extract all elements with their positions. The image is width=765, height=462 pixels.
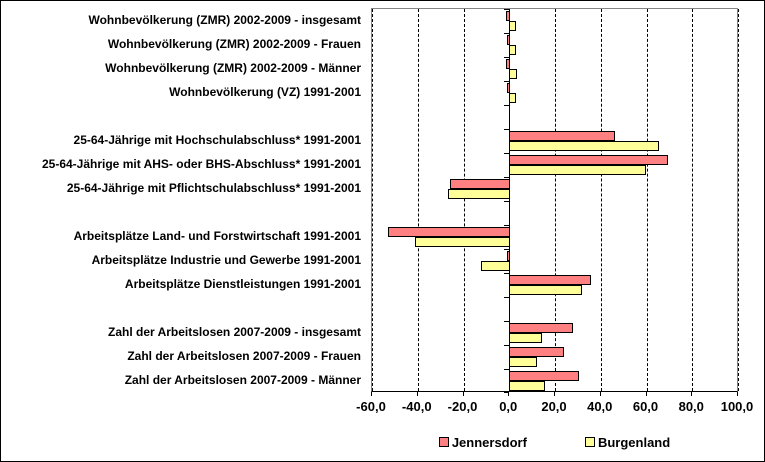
legend-label: Burgenland	[597, 434, 671, 450]
category-label: Arbeitsplätze Industrie und Gewerbe 1991…	[91, 253, 361, 267]
category-label: 25-64-Jährige mit Pflichtschulabschluss*…	[66, 181, 361, 195]
category-label: Arbeitsplätze Dienstleistungen 1991-2001	[124, 277, 361, 291]
category-tick	[504, 345, 510, 346]
category-tick	[504, 81, 510, 82]
bar-burgenland	[509, 165, 647, 175]
gridline	[372, 9, 373, 391]
gridline	[692, 9, 694, 391]
value-axis-tick-label: 100,0	[720, 399, 754, 414]
bar-jennersdorf	[509, 155, 669, 165]
bar-jennersdorf	[450, 179, 511, 189]
category-label: Wohnbevölkerung (ZMR) 2002-2009 - Frauen	[107, 37, 361, 51]
value-axis-tick	[554, 392, 555, 396]
bar-burgenland	[481, 261, 511, 271]
bar-jennersdorf	[509, 131, 616, 141]
value-axis-tick	[599, 392, 601, 396]
category-label: Wohnbevölkerung (ZMR) 2002-2009 - Männer	[105, 61, 361, 75]
legend-item-jennersdorf: Jennersdorf	[438, 434, 527, 450]
value-axis-tick-label: 0,0	[499, 399, 518, 414]
legend: Jennersdorf Burgenland	[371, 433, 738, 451]
bar-jennersdorf	[509, 371, 580, 381]
category-tick	[504, 33, 510, 34]
gridline	[738, 9, 739, 391]
category-tick	[504, 321, 510, 322]
category-tick	[504, 177, 510, 178]
category-label: Wohnbevölkerung (ZMR) 2002-2009 - insges…	[88, 13, 361, 27]
category-label: Zahl der Arbeitslosen 2007-2009 - insges…	[108, 325, 361, 339]
category-tick	[504, 225, 510, 226]
category-label: 25-64-Jährige mit AHS- oder BHS-Abschlus…	[41, 157, 361, 171]
value-axis-tick	[691, 392, 693, 396]
gridline	[646, 9, 648, 391]
bar-burgenland	[509, 285, 583, 295]
value-axis-tick-label: -60,0	[356, 399, 386, 414]
category-tick	[504, 57, 510, 58]
bar-jennersdorf	[388, 227, 511, 237]
value-axis-tick	[645, 392, 647, 396]
bar-burgenland	[509, 69, 518, 79]
gridline	[600, 9, 602, 391]
bar-burgenland	[509, 333, 543, 343]
category-tick	[504, 392, 510, 393]
value-axis-tick-label: 20,0	[541, 399, 567, 414]
value-axis-tick-label: 80,0	[678, 399, 704, 414]
plot-area	[371, 8, 739, 393]
value-axis-tick	[737, 392, 738, 396]
bar-burgenland	[509, 45, 517, 55]
value-axis-tick	[462, 392, 464, 396]
value-axis-tick	[508, 392, 510, 396]
value-axis-tick-label: -20,0	[447, 399, 478, 414]
bar-burgenland	[509, 381, 546, 391]
legend-swatch-jennersdorf	[438, 437, 449, 447]
category-label: Wohnbevölkerung (VZ) 1991-2001	[169, 85, 361, 99]
category-tick	[504, 297, 510, 298]
category-tick	[504, 153, 510, 154]
category-tick	[504, 273, 510, 274]
category-tick	[504, 249, 510, 250]
bar-burgenland	[509, 357, 538, 367]
bar-burgenland	[509, 21, 517, 31]
bar-burgenland	[415, 237, 511, 247]
gridline	[555, 9, 556, 391]
value-axis-tick	[416, 392, 418, 396]
legend-swatch-burgenland	[584, 437, 595, 447]
value-axis-tick	[371, 392, 372, 396]
category-axis-line	[509, 9, 511, 391]
value-axis-tick-label: -40,0	[401, 399, 432, 414]
category-tick	[504, 369, 510, 370]
bar-jennersdorf	[509, 323, 574, 333]
value-axis-tick-label: 60,0	[632, 399, 659, 414]
category-tick	[504, 105, 510, 106]
bar-jennersdorf	[509, 275, 592, 285]
bar-burgenland	[448, 189, 511, 199]
bar-jennersdorf	[509, 347, 565, 357]
category-label: Zahl der Arbeitslosen 2007-2009 - Frauen	[127, 349, 361, 363]
category-label: Zahl der Arbeitslosen 2007-2009 - Männer	[124, 373, 361, 387]
category-label: 25-64-Jährige mit Hochschulabschluss* 19…	[73, 133, 361, 147]
category-label: Arbeitsplätze Land- und Forstwirtschaft …	[73, 229, 361, 243]
bar-burgenland	[509, 141, 660, 151]
bar-burgenland	[509, 93, 517, 103]
category-tick	[504, 129, 510, 130]
category-tick	[504, 201, 510, 202]
legend-label: Jennersdorf	[451, 434, 527, 450]
gridline	[417, 9, 419, 391]
legend-item-burgenland: Burgenland	[584, 434, 671, 450]
gridline	[463, 9, 465, 391]
value-axis-tick-label: 40,0	[587, 399, 613, 414]
category-tick	[504, 9, 510, 10]
